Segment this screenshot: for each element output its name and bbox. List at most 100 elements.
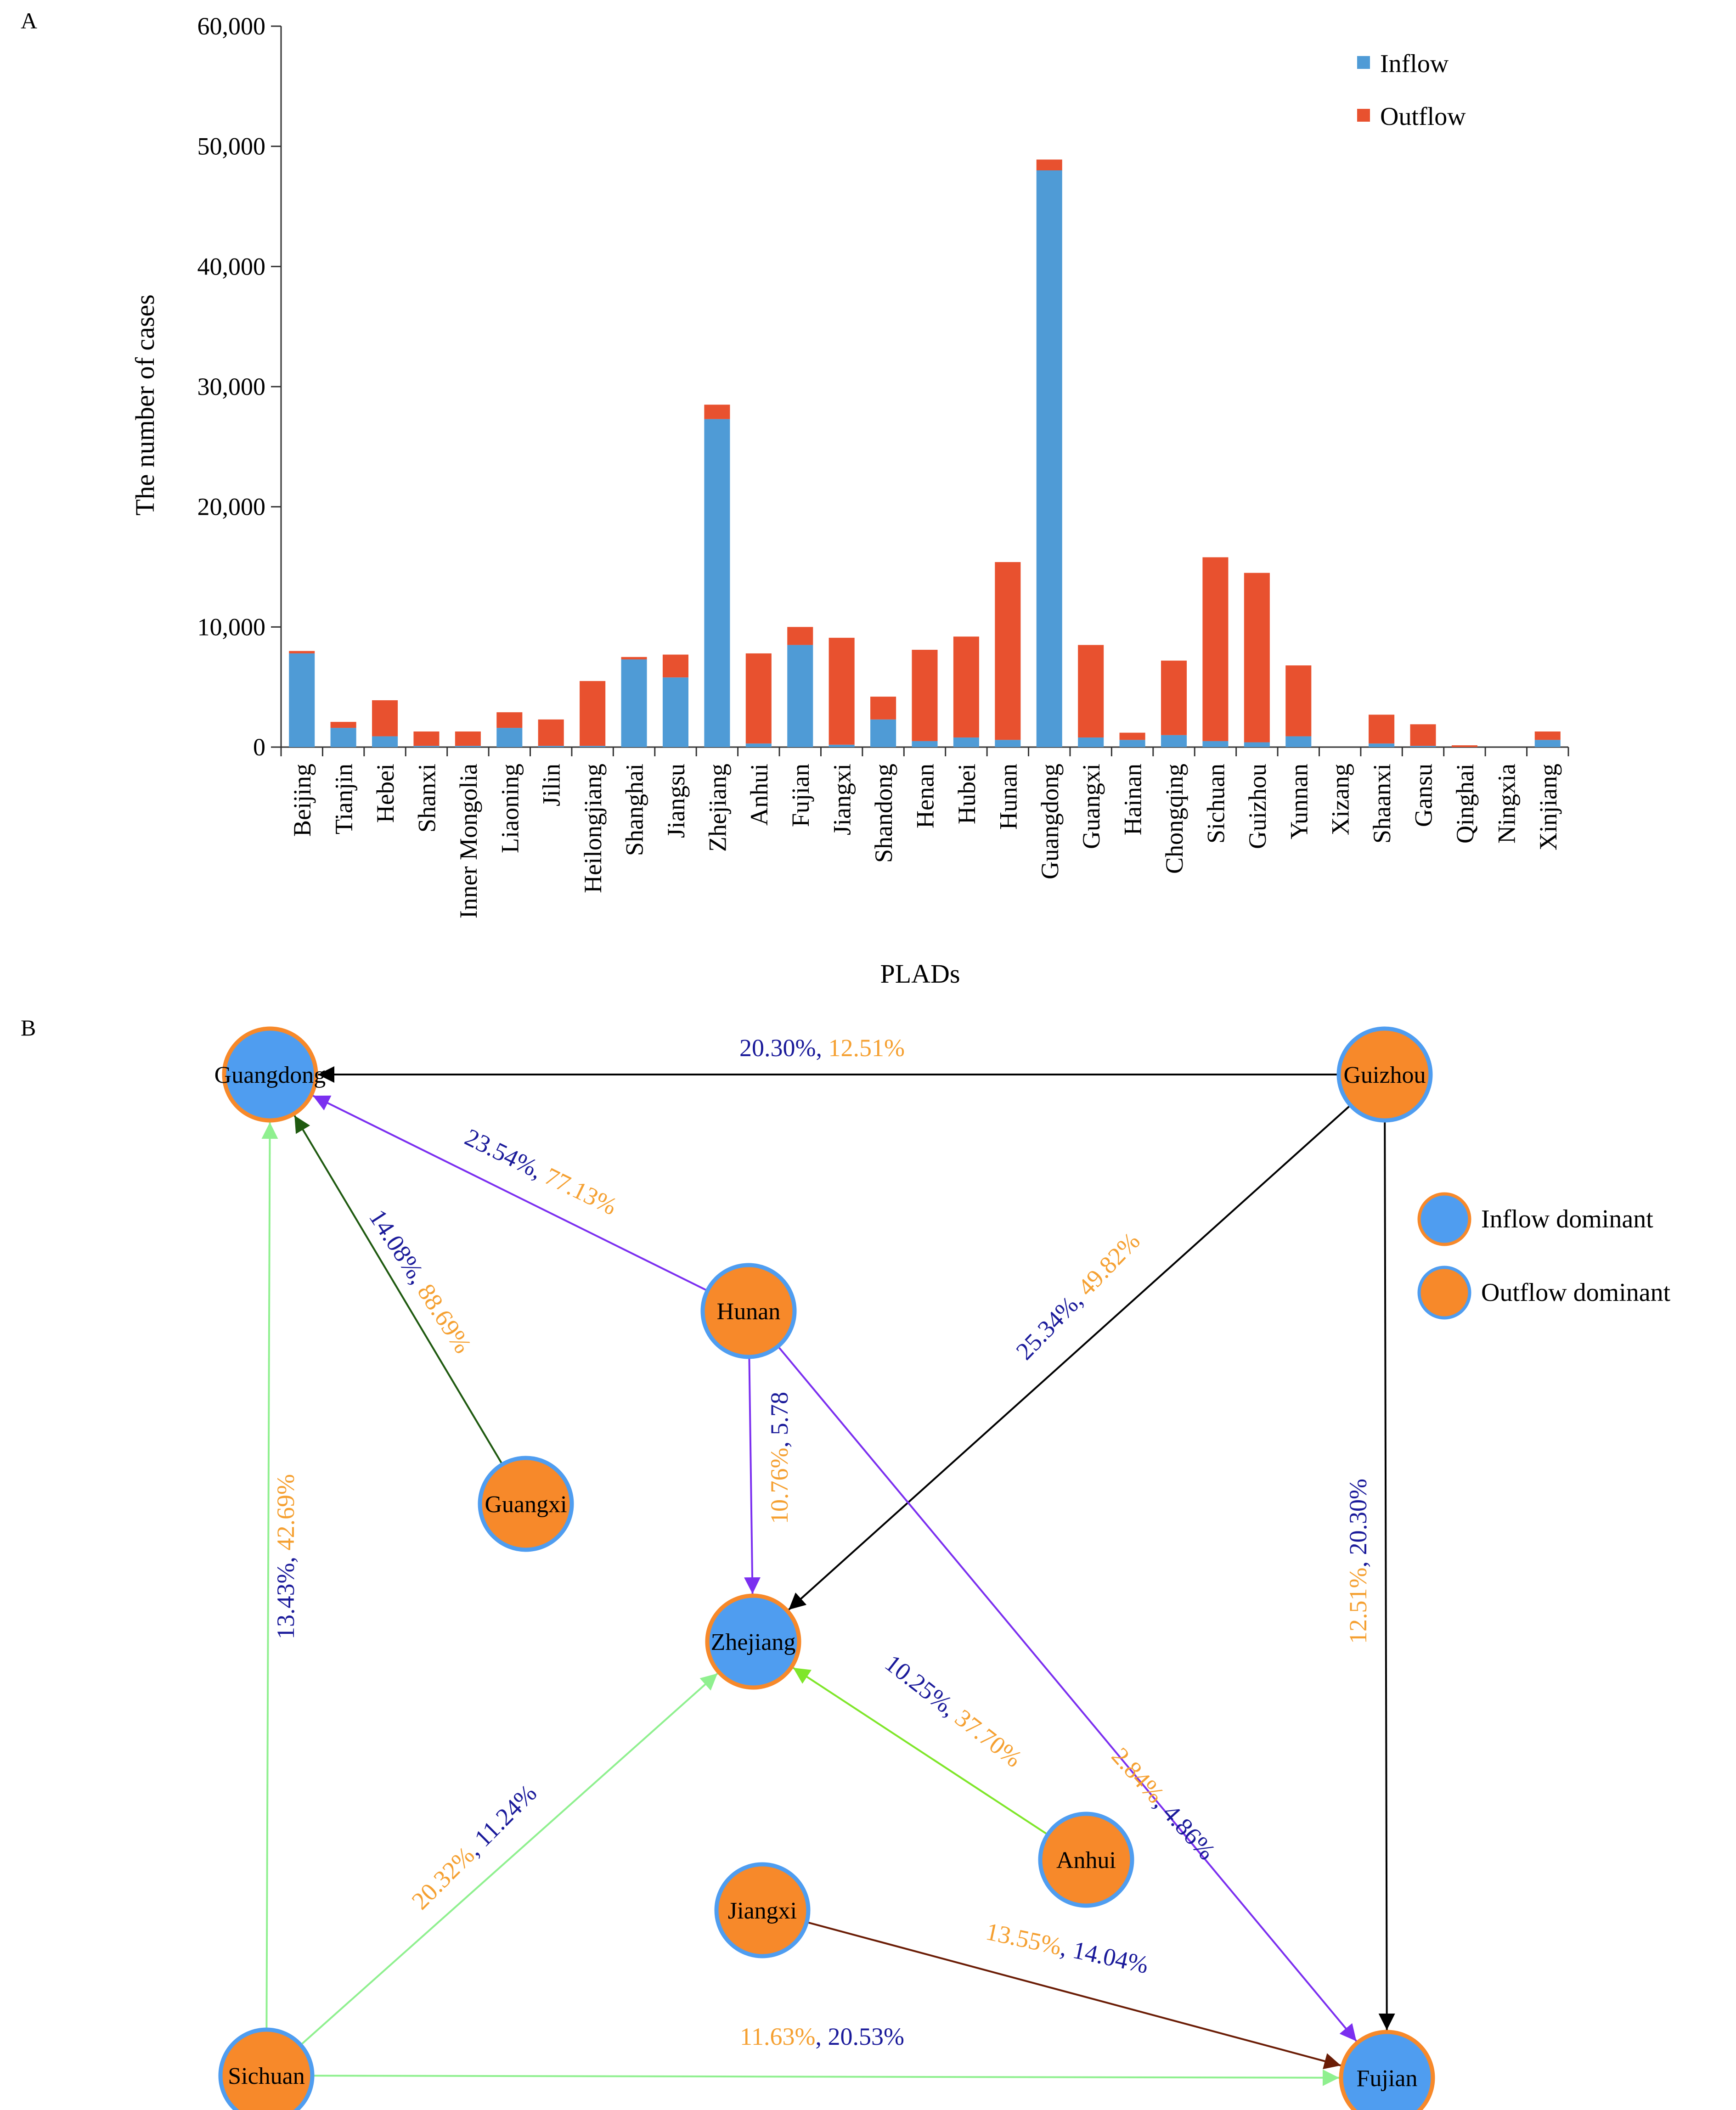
x-tick-label-jiangxi: Jiangxi xyxy=(829,764,856,835)
y-axis-ticks: 0 10,000 20,000 30,000 40,000 50,000 60,000 xyxy=(197,12,281,761)
x-tick-label-heilongjiang: Heilongjiang xyxy=(579,764,607,893)
x-axis-title: PLADs xyxy=(880,959,960,989)
x-tick-label-fujian: Fujian xyxy=(787,764,814,827)
edge-label-hunan-to-zhejiang: 10.76%, 5.78 xyxy=(766,1392,793,1524)
flow-edges xyxy=(261,1066,1395,2086)
bar-outflow-shandong xyxy=(870,697,896,720)
legend-node-inflow xyxy=(1417,1192,1471,1246)
x-tick-label-chongqing: Chongqing xyxy=(1161,764,1188,874)
bar-outflow-anhui xyxy=(745,653,772,744)
legend-label-outflow-dominant: Outflow dominant xyxy=(1481,1278,1671,1307)
x-tick-label-qinghai: Qinghai xyxy=(1451,764,1479,844)
bar-inflow-shandong xyxy=(870,719,896,747)
edge-label-part: 37.70% xyxy=(950,1704,1027,1772)
x-tick-label-tianjin: Tianjin xyxy=(330,764,358,834)
bar-outflow-guizhou xyxy=(1244,573,1270,743)
legend-swatch-outflow xyxy=(1357,109,1370,122)
x-tick-label-zhejiang: Zhejiang xyxy=(704,764,731,852)
bar-outflow-shanxi xyxy=(413,731,440,746)
bar-outflow-zhejiang xyxy=(704,405,730,419)
bars xyxy=(289,159,1561,747)
x-tick-label-shanxi: Shanxi xyxy=(413,764,440,833)
edge-label-part: 49.82% xyxy=(1072,1227,1145,1301)
edge-label-guizhou-to-zhejiang: 25.34%, 49.82% xyxy=(1010,1227,1145,1365)
edge-label-part: 13.55% xyxy=(983,1918,1064,1960)
bar-inflow-hebei xyxy=(372,736,398,747)
edge-label-anhui-to-zhejiang: 10.25%, 37.70% xyxy=(880,1649,1027,1772)
bar-inflow-hubei xyxy=(953,737,979,747)
edge-guangxi-to-guangdong xyxy=(293,1115,503,1465)
bar-inflow-henan xyxy=(912,741,938,747)
node-zhejiang: Zhejiang xyxy=(705,1593,801,1690)
x-tick-label-anhui: Anhui xyxy=(745,764,773,826)
node-circle-zhejiang xyxy=(705,1593,801,1690)
y-tick-label: 0 xyxy=(253,733,265,761)
node-label-zhejiang: Zhejiang xyxy=(711,1629,796,1655)
node-sichuan: Sichuan xyxy=(218,2027,315,2110)
edge-label-part: 23.54% xyxy=(461,1123,541,1182)
x-tick-label-xizang: Xizang xyxy=(1327,764,1354,835)
legend-swatch-inflow xyxy=(1357,56,1370,69)
x-tick-label-hainan: Hainan xyxy=(1119,764,1147,835)
edge-label-part: 4.86% xyxy=(1157,1799,1221,1865)
edge-guizhou-to-fujian xyxy=(1378,1120,1395,2031)
bar-inflow-heilongjiang xyxy=(580,746,606,747)
bar-outflow-yunnan xyxy=(1285,665,1312,737)
x-tick-label-hebei: Hebei xyxy=(372,764,399,823)
panel-label-b: B xyxy=(21,1015,36,1041)
edge-label-part: , xyxy=(272,1551,299,1563)
edge-label-part: 77.13% xyxy=(541,1162,621,1221)
bar-outflow-shanghai xyxy=(621,657,647,659)
legend-node-outflow xyxy=(1417,1266,1471,1320)
panel-label-a: A xyxy=(21,8,37,34)
bar-outflow-hainan xyxy=(1119,732,1145,740)
bar-outflow-shaanxi xyxy=(1369,715,1395,744)
bar-outflow-jilin xyxy=(538,719,564,746)
edge-label-part: 10.25% xyxy=(880,1649,957,1718)
edge-label-part: 11.24% xyxy=(469,1779,542,1852)
bar-inflow-anhui xyxy=(745,743,772,747)
x-tick-label-sichuan: Sichuan xyxy=(1202,764,1229,844)
node-label-hunan: Hunan xyxy=(717,1299,781,1325)
x-tick-label-shandong: Shandong xyxy=(870,764,897,863)
node-circle-jiangxi xyxy=(714,1862,811,1958)
node-label-guizhou: Guizhou xyxy=(1343,1062,1426,1088)
bar-inflow-jiangsu xyxy=(662,677,689,747)
y-tick-label: 40,000 xyxy=(197,253,266,280)
edge-label-part: 14.08% xyxy=(364,1204,428,1283)
node-label-fujian: Fujian xyxy=(1357,2065,1418,2092)
node-circle-guizhou xyxy=(1336,1026,1433,1123)
edge-label-part: 11.63% xyxy=(740,2023,815,2050)
node-circle-guangdong xyxy=(222,1026,318,1123)
edge-label-part: 42.69% xyxy=(272,1474,299,1550)
bar-outflow-gansu xyxy=(1410,724,1436,746)
legend-label-inflow: Inflow xyxy=(1380,50,1449,78)
bar-inflow-guizhou xyxy=(1244,742,1270,747)
node-circle-guangxi xyxy=(478,1456,574,1552)
flow-network: 20.30%, 12.51%23.54%, 77.13%14.08%, 88.6… xyxy=(214,1026,1671,2110)
edge-label-guizhou-to-fujian: 12.51%, 20.30% xyxy=(1344,1479,1372,1644)
bar-outflow-xinjiang xyxy=(1534,731,1561,740)
edge-hunan-to-zhejiang xyxy=(744,1356,761,1594)
x-tick-label-hubei: Hubei xyxy=(953,764,981,824)
legend-label-outflow: Outflow xyxy=(1380,102,1466,131)
network-legend: Inflow dominant Outflow dominant xyxy=(1417,1192,1671,1320)
edge-sichuan-to-guangdong xyxy=(261,1122,278,2030)
edge-anhui-to-zhejiang xyxy=(792,1667,1048,1835)
edge-label-sichuan-to-fujian: 11.63%, 20.53% xyxy=(740,2023,904,2050)
edge-label-part: 12.51% xyxy=(829,1034,905,1062)
x-tick-label-henan: Henan xyxy=(912,764,939,828)
bar-outflow-beijing xyxy=(289,651,315,653)
bar-inflow-xinjiang xyxy=(1534,740,1561,747)
bar-inflow-guangdong xyxy=(1036,170,1062,747)
x-tick-label-ningxia: Ningxia xyxy=(1493,764,1520,844)
bar-outflow-chongqing xyxy=(1161,660,1187,735)
edge-label-part: 20.30% xyxy=(1344,1479,1372,1555)
bar-inflow-liaoning xyxy=(496,728,523,747)
edge-label-hunan-to-guangdong: 23.54%, 77.13% xyxy=(461,1123,621,1221)
node-label-sichuan: Sichuan xyxy=(228,2063,305,2089)
stacked-bar-chart: 0 10,000 20,000 30,000 40,000 50,000 60,000 Be… xyxy=(130,12,1569,989)
bar-inflow-jiangxi xyxy=(829,744,855,747)
edge-label-part: 20.32% xyxy=(406,1841,479,1915)
